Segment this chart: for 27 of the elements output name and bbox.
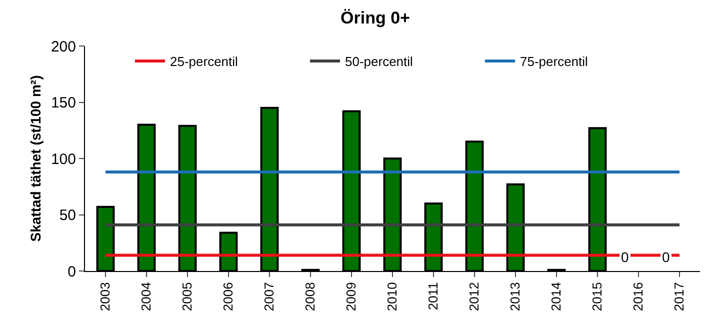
y-tick-label: 0	[68, 263, 76, 280]
y-tick-label: 100	[50, 150, 76, 168]
y-axis-title: Skattad täthet (st/100 m²)	[28, 75, 44, 242]
x-tick-label: 2007	[262, 282, 277, 312]
x-tick-label: 2017	[672, 282, 687, 312]
x-tick-label: 2004	[138, 282, 154, 312]
x-tick-label: 2012	[466, 282, 482, 312]
x-tick-label: 2010	[384, 282, 400, 312]
x-tick-label: 2015	[590, 282, 605, 312]
legend-label: 75-percentil	[520, 54, 588, 70]
x-tick-label: 2014	[548, 282, 564, 312]
y-tick-label: 50	[59, 207, 76, 224]
legend-label: 25-percentil	[170, 54, 238, 70]
y-tick-label: 200	[50, 38, 76, 56]
y-tick-label: 150	[50, 94, 76, 112]
x-tick-label: 2006	[220, 282, 236, 312]
x-tick-label: 2005	[180, 282, 195, 312]
x-tick-label: 2003	[98, 282, 113, 312]
x-tick-label: 2016	[630, 282, 646, 312]
x-tick-label: 2008	[302, 282, 318, 312]
x-tick-label: 2009	[344, 282, 359, 312]
data-label: 0	[662, 249, 670, 265]
x-tick-label: 2013	[508, 282, 523, 312]
x-tick-label: 2011	[426, 282, 441, 310]
legend-label: 50-percentil	[345, 54, 414, 70]
data-label: 0	[621, 249, 629, 265]
chart-title: Öring 0+	[340, 8, 410, 28]
